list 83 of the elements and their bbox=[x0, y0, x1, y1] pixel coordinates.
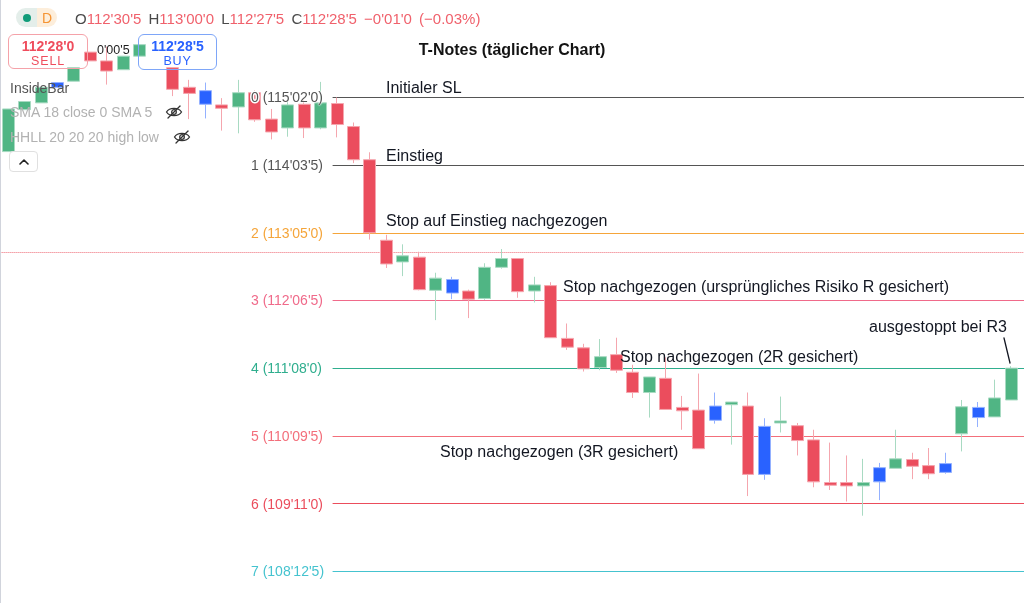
annotation: Einstieg bbox=[386, 146, 443, 164]
candlestick bbox=[988, 379, 1001, 418]
candlestick bbox=[265, 108, 278, 140]
annotation: BUY bbox=[163, 54, 192, 68]
candlestick bbox=[429, 272, 442, 321]
candlestick bbox=[955, 399, 968, 452]
candlestick bbox=[922, 447, 935, 480]
annotation: ausgestoppt bei R3 bbox=[869, 318, 1007, 336]
candlestick bbox=[676, 395, 689, 431]
annotation: D bbox=[42, 10, 53, 26]
y-tick-label: 3 bbox=[251, 292, 259, 309]
annotation: 112'28'5 bbox=[151, 38, 204, 54]
candlestick bbox=[495, 248, 508, 270]
y-tick-label: 1 bbox=[251, 157, 259, 174]
candlestick bbox=[232, 79, 245, 134]
status-badge: D bbox=[16, 8, 57, 27]
buy-button: 112'28'5 BUY bbox=[138, 34, 217, 70]
annotation: Initialer SL bbox=[386, 79, 462, 97]
candlestick bbox=[215, 97, 228, 132]
candlestick bbox=[199, 82, 212, 119]
annotation: 0'00'5 bbox=[97, 43, 130, 57]
candlestick bbox=[594, 338, 607, 371]
candlestick bbox=[873, 462, 886, 501]
y-tick-label: 7 bbox=[251, 563, 259, 580]
candlestick bbox=[561, 322, 574, 351]
text: O112'30'5 H113'00'0 L112'27'5 C112'28'5 −0'01'0 (−0.03%) bbox=[75, 10, 481, 27]
candlestick bbox=[347, 121, 360, 164]
candlestick bbox=[939, 452, 952, 475]
annotation: Stop nachgezogen (2R gesichert) bbox=[620, 348, 859, 366]
candlestick bbox=[183, 79, 196, 120]
candlestick bbox=[67, 67, 80, 82]
y-tick-label: 5 bbox=[251, 427, 259, 444]
candlestick bbox=[692, 373, 705, 450]
candlestick bbox=[396, 243, 409, 277]
candlestick bbox=[791, 422, 804, 456]
candlestick bbox=[643, 376, 656, 419]
candlestick bbox=[758, 417, 771, 481]
candlestick bbox=[577, 343, 590, 373]
annotation: Stop nachgezogen (ursprüngliches Risiko R gesichert) bbox=[563, 277, 949, 295]
candlestick bbox=[857, 458, 870, 517]
candlestick bbox=[610, 337, 623, 374]
candlestick bbox=[709, 392, 722, 425]
annotation: Stop auf Einstieg nachgezogen bbox=[386, 211, 608, 229]
y-tick-label: 0 bbox=[251, 89, 259, 106]
annotation: (110'09'5) bbox=[262, 427, 324, 444]
candlestick bbox=[889, 429, 902, 469]
y-tick-label: 6 bbox=[251, 495, 259, 512]
annotation: (109'11'0) bbox=[262, 495, 324, 512]
candlestick bbox=[906, 452, 919, 480]
candlestick bbox=[84, 51, 97, 62]
candlestick bbox=[807, 429, 820, 488]
candlestick bbox=[824, 442, 837, 491]
candlestick bbox=[972, 401, 985, 428]
annotation: SELL bbox=[31, 54, 65, 68]
candlestick bbox=[331, 96, 344, 138]
candlestick bbox=[446, 276, 459, 300]
candlestick bbox=[725, 401, 738, 446]
candlestick bbox=[742, 392, 754, 497]
annotation: (115'02'0) bbox=[262, 89, 324, 106]
y-tick-label: 2 bbox=[251, 224, 259, 241]
candlestick bbox=[117, 55, 130, 71]
candlestick bbox=[462, 289, 475, 319]
candlestick bbox=[774, 396, 787, 433]
annotation: 112'28'0 bbox=[21, 38, 75, 54]
candlestick bbox=[626, 364, 639, 399]
candlestick bbox=[133, 44, 146, 57]
annotation: (111'08'0) bbox=[262, 360, 322, 377]
candlestick bbox=[528, 276, 541, 304]
candlestick bbox=[166, 67, 179, 97]
candlestick bbox=[478, 262, 491, 301]
candlestick bbox=[363, 151, 376, 241]
y-tick-label: 4 bbox=[251, 360, 259, 377]
candlestick bbox=[511, 258, 524, 299]
sell-button: 112'28'0 SELL bbox=[8, 34, 88, 69]
annotation: (114'03'5) bbox=[262, 157, 324, 174]
annotation: (112'06'5) bbox=[262, 292, 324, 309]
text: T-Notes (täglicher Chart) bbox=[418, 40, 606, 58]
candlestick bbox=[1005, 365, 1018, 401]
candlestick bbox=[840, 454, 853, 502]
annotation: (108'12'5) bbox=[262, 563, 325, 580]
candlestick bbox=[544, 281, 557, 339]
annotation: (113'05'0) bbox=[262, 224, 324, 241]
annotation: Stop nachgezogen (3R gesichert) bbox=[440, 442, 679, 460]
